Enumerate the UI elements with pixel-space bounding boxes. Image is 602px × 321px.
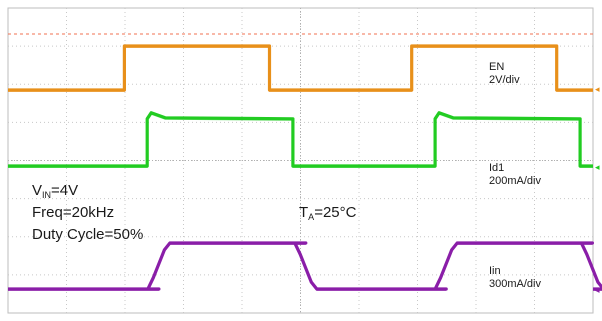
- trace-id1-noise: [8, 113, 593, 168]
- id1-name: Id1: [489, 162, 505, 174]
- en-scale: 2V/div: [489, 73, 520, 86]
- ta-prefix: T: [299, 204, 309, 221]
- vin-value: =4V: [51, 182, 79, 199]
- en-name: EN: [489, 61, 505, 73]
- en-label: EN 2V/div: [489, 61, 520, 86]
- grid: [8, 8, 593, 313]
- channel-marker-id1: ◂: [595, 162, 600, 172]
- ta-annotation: TA=25°C: [299, 204, 356, 222]
- vin-subscript: IN: [42, 190, 52, 200]
- iin-name: Iin: [489, 265, 501, 277]
- trace-iin-noise: [8, 244, 602, 291]
- iin-scale: 300mA/div: [489, 277, 541, 290]
- ta-subscript: A: [308, 212, 315, 222]
- vin-prefix: V: [32, 182, 43, 199]
- trace-iin: [8, 241, 602, 291]
- id1-scale: 200mA/div: [489, 174, 541, 187]
- duty-annotation: Duty Cycle=50%: [32, 226, 144, 243]
- channel-marker-en: ◂: [595, 84, 600, 94]
- ta-value: =25°C: [314, 204, 357, 221]
- iin-label: Iin 300mA/div: [489, 265, 541, 290]
- trace-id1: [8, 111, 593, 168]
- vin-annotation: VIN=4V: [32, 182, 78, 200]
- traces: [8, 44, 602, 291]
- id1-label: Id1 200mA/div: [489, 162, 541, 187]
- freq-annotation: Freq=20kHz: [32, 204, 115, 221]
- trace-en-noise: [8, 47, 593, 92]
